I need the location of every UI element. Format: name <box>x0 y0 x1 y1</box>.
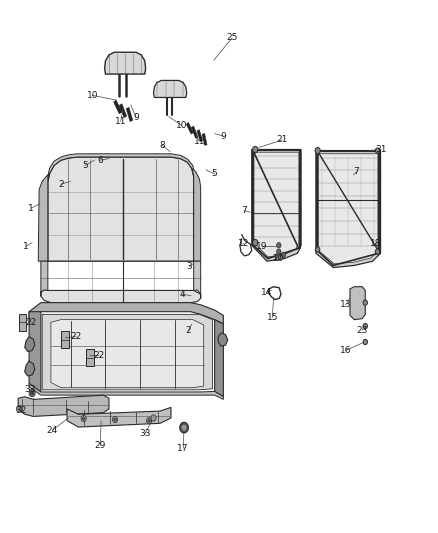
Text: 22: 22 <box>70 332 81 341</box>
Polygon shape <box>41 290 201 303</box>
Text: 13: 13 <box>340 300 351 309</box>
Text: 15: 15 <box>266 313 278 322</box>
Circle shape <box>277 243 281 248</box>
Polygon shape <box>25 337 35 352</box>
Text: 22: 22 <box>26 318 37 327</box>
Polygon shape <box>29 312 41 392</box>
Text: 31: 31 <box>375 145 386 154</box>
Text: 11: 11 <box>115 117 127 126</box>
Polygon shape <box>29 383 223 399</box>
Text: 11: 11 <box>194 137 205 146</box>
Text: 9: 9 <box>220 132 226 141</box>
Text: 14: 14 <box>261 287 272 296</box>
Circle shape <box>363 340 367 345</box>
Text: 7: 7 <box>241 206 247 215</box>
Circle shape <box>29 389 35 397</box>
Text: 22: 22 <box>93 351 105 360</box>
Circle shape <box>16 406 21 412</box>
Text: 10: 10 <box>87 91 98 100</box>
Polygon shape <box>191 126 198 138</box>
Circle shape <box>180 422 188 433</box>
Text: 33: 33 <box>139 430 151 439</box>
Polygon shape <box>202 133 207 146</box>
Circle shape <box>282 252 286 257</box>
Polygon shape <box>252 150 301 261</box>
Text: 5: 5 <box>212 169 218 179</box>
Polygon shape <box>18 395 109 416</box>
Polygon shape <box>38 173 49 261</box>
Polygon shape <box>41 261 48 296</box>
Polygon shape <box>86 350 94 367</box>
Circle shape <box>375 148 380 154</box>
Circle shape <box>375 249 380 254</box>
Polygon shape <box>48 157 194 261</box>
Text: 33: 33 <box>25 385 36 394</box>
Polygon shape <box>126 107 133 122</box>
Polygon shape <box>42 314 212 390</box>
Polygon shape <box>113 100 122 114</box>
Circle shape <box>148 419 150 422</box>
Circle shape <box>253 147 258 153</box>
Text: 10: 10 <box>176 121 187 130</box>
Text: 2: 2 <box>186 326 191 335</box>
Circle shape <box>315 247 320 252</box>
Text: 8: 8 <box>159 141 165 150</box>
Text: 5: 5 <box>82 161 88 170</box>
Polygon shape <box>29 303 223 324</box>
Polygon shape <box>119 104 127 118</box>
Polygon shape <box>215 320 223 397</box>
Circle shape <box>82 417 85 420</box>
Text: 29: 29 <box>95 441 106 450</box>
Polygon shape <box>105 52 146 74</box>
Text: 20: 20 <box>272 254 284 263</box>
Circle shape <box>114 418 117 421</box>
Polygon shape <box>350 287 365 320</box>
Polygon shape <box>254 152 299 257</box>
Polygon shape <box>61 332 69 349</box>
Text: 2: 2 <box>58 180 64 189</box>
Circle shape <box>151 415 156 421</box>
Text: 1: 1 <box>23 242 29 251</box>
Text: 25: 25 <box>226 34 238 43</box>
Polygon shape <box>18 314 26 331</box>
Text: 6: 6 <box>97 156 103 165</box>
Polygon shape <box>153 80 187 98</box>
Circle shape <box>363 324 367 329</box>
Text: 7: 7 <box>353 167 360 176</box>
Polygon shape <box>67 407 171 427</box>
Text: 1: 1 <box>28 204 34 213</box>
Text: 32: 32 <box>15 406 26 415</box>
Circle shape <box>147 417 152 424</box>
Text: 9: 9 <box>133 113 139 122</box>
Text: 23: 23 <box>357 326 368 335</box>
Polygon shape <box>25 361 35 376</box>
Circle shape <box>363 300 367 305</box>
Circle shape <box>81 415 86 422</box>
Text: 19: 19 <box>256 243 268 252</box>
Polygon shape <box>218 333 228 346</box>
Polygon shape <box>186 123 193 134</box>
Polygon shape <box>318 154 378 264</box>
Circle shape <box>30 391 34 395</box>
Circle shape <box>113 416 118 423</box>
Text: 3: 3 <box>187 262 192 271</box>
Text: 17: 17 <box>177 444 189 453</box>
Text: 12: 12 <box>238 239 250 248</box>
Text: 21: 21 <box>277 135 288 144</box>
Polygon shape <box>51 320 204 387</box>
Polygon shape <box>48 154 194 181</box>
Polygon shape <box>316 151 381 268</box>
Text: 18: 18 <box>370 239 381 248</box>
Text: 4: 4 <box>179 289 185 298</box>
Circle shape <box>182 425 186 430</box>
Polygon shape <box>197 130 203 142</box>
Text: 24: 24 <box>46 426 58 435</box>
Circle shape <box>277 249 281 254</box>
Text: 16: 16 <box>340 346 351 355</box>
Circle shape <box>276 254 281 260</box>
Circle shape <box>253 239 258 246</box>
Polygon shape <box>194 261 201 298</box>
Polygon shape <box>192 168 201 261</box>
Circle shape <box>315 148 320 154</box>
